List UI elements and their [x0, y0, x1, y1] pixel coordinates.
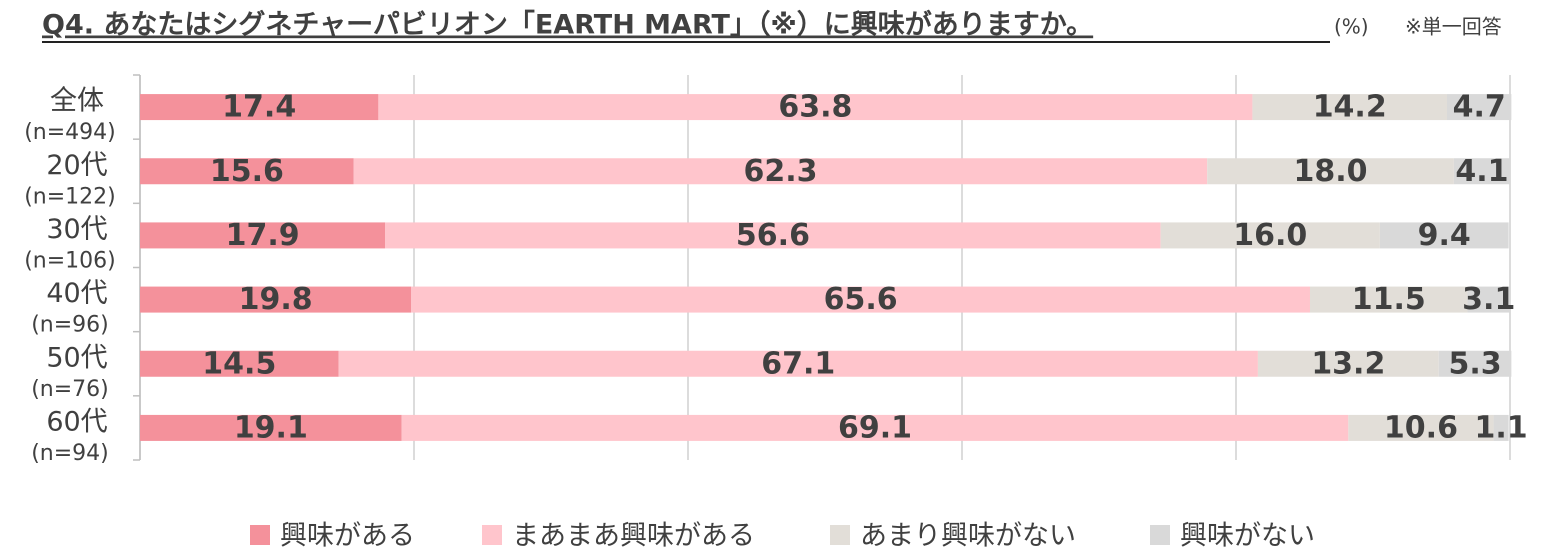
legend-label: あまり興味がない	[860, 521, 1076, 552]
bar-segment	[1309, 286, 1468, 313]
value-label: 13.2	[1311, 346, 1385, 381]
note-label: ※単一回答	[1405, 15, 1502, 39]
category-label: 30代	[46, 214, 107, 245]
value-label: 4.1	[1455, 154, 1508, 189]
value-label: 63.8	[778, 90, 852, 125]
value-label: 65.6	[824, 282, 898, 317]
category-note: (n=106)	[24, 248, 116, 273]
value-label: 1.1	[1475, 410, 1528, 445]
bar-segment	[353, 158, 1208, 185]
value-label: 62.3	[743, 154, 817, 189]
bar-segment	[1453, 158, 1510, 185]
value-label: 4.7	[1453, 90, 1506, 125]
bar-segment	[1438, 350, 1512, 377]
bar-segment	[1446, 94, 1512, 121]
bar-segment	[1160, 222, 1380, 249]
category-note: (n=494)	[24, 120, 116, 145]
legend-label: まあまあ興味がある	[512, 521, 755, 552]
value-label: 17.4	[222, 90, 296, 125]
bar-segment	[140, 350, 339, 377]
value-label: 16.0	[1233, 218, 1307, 253]
value-label: 5.3	[1448, 346, 1501, 381]
value-label: 14.2	[1313, 90, 1387, 125]
category-label: 60代	[46, 406, 107, 437]
value-label: 67.1	[761, 346, 835, 381]
bar-segment	[1467, 286, 1510, 313]
unit-label: (%)	[1334, 15, 1369, 39]
category-label: 20代	[46, 150, 107, 181]
chart-title: Q4. あなたはシグネチャーパビリオン「EARTH MART」（※）に興味があり…	[42, 9, 1093, 41]
value-label: 3.1	[1462, 282, 1515, 317]
bar-segment	[140, 414, 402, 441]
bar-segment	[1207, 158, 1454, 185]
legend-swatch	[482, 525, 502, 545]
bar-segment	[385, 222, 1161, 249]
value-label: 69.1	[838, 410, 912, 445]
category-label: 40代	[46, 278, 107, 309]
bar-segment	[411, 286, 1310, 313]
value-label: 18.0	[1294, 154, 1368, 189]
category-note: (n=96)	[31, 313, 109, 338]
bar-segment	[338, 350, 1258, 377]
category-label: 全体	[50, 86, 104, 117]
value-label: 14.5	[202, 346, 276, 381]
bar-segment	[378, 94, 1253, 121]
value-label: 19.8	[239, 282, 313, 317]
value-label: 17.9	[226, 218, 300, 253]
category-note: (n=76)	[31, 377, 109, 402]
category-note: (n=122)	[24, 184, 116, 209]
bar-segment	[1252, 94, 1447, 121]
legend-label: 興味がない	[1180, 521, 1315, 552]
category-label: 50代	[46, 342, 107, 373]
legend-label: 興味がある	[280, 521, 415, 552]
bar-segment	[1493, 414, 1509, 441]
bar-segment	[1348, 414, 1494, 441]
bar-segment	[140, 158, 354, 185]
value-label: 10.6	[1384, 410, 1458, 445]
value-label: 9.4	[1418, 218, 1471, 253]
category-note: (n=94)	[31, 441, 109, 466]
bar-segment	[140, 94, 379, 121]
bar-segment	[1379, 222, 1509, 249]
bar-segment	[140, 286, 412, 313]
value-label: 19.1	[234, 410, 308, 445]
bar-segment	[140, 222, 386, 249]
value-label: 56.6	[736, 218, 810, 253]
value-label: 15.6	[210, 154, 284, 189]
bar-segment	[401, 414, 1349, 441]
legend-swatch	[830, 525, 850, 545]
bar-segment	[1257, 350, 1439, 377]
legend-swatch	[1150, 525, 1170, 545]
value-label: 11.5	[1352, 282, 1426, 317]
legend-swatch	[250, 525, 270, 545]
